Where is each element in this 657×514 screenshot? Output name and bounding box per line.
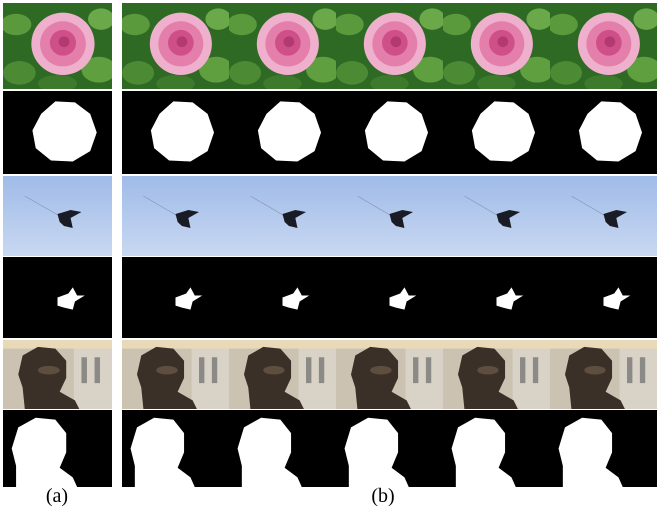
image-tile <box>336 176 443 256</box>
image-tile <box>336 91 443 174</box>
image-tile <box>550 340 657 409</box>
label-b: (b) <box>371 485 394 507</box>
image-tile <box>3 91 112 174</box>
image-tile <box>229 3 336 89</box>
image-tile <box>122 91 229 174</box>
image-tile <box>3 410 112 487</box>
image-tile <box>550 176 657 256</box>
image-tile <box>122 340 229 409</box>
image-tile <box>443 257 550 338</box>
image-tile <box>443 3 550 89</box>
image-tile <box>550 257 657 338</box>
image-tile <box>229 257 336 338</box>
image-tile <box>229 176 336 256</box>
image-tile <box>336 340 443 409</box>
image-tile <box>550 3 657 89</box>
image-tile <box>550 91 657 174</box>
image-tile <box>443 340 550 409</box>
image-tile <box>122 176 229 256</box>
image-tile <box>229 91 336 174</box>
image-tile <box>550 410 657 487</box>
image-tile <box>336 257 443 338</box>
image-tile <box>336 410 443 487</box>
label-a: (a) <box>46 485 68 507</box>
image-tile <box>3 176 112 256</box>
image-tile <box>229 410 336 487</box>
image-tile <box>3 340 112 409</box>
image-tile <box>3 3 112 89</box>
image-tile <box>443 176 550 256</box>
image-tile <box>229 340 336 409</box>
image-tile <box>3 257 112 338</box>
image-tile <box>122 3 229 89</box>
image-tile <box>443 410 550 487</box>
image-tile <box>122 257 229 338</box>
image-tile <box>122 410 229 487</box>
image-tile <box>443 91 550 174</box>
image-tile <box>336 3 443 89</box>
